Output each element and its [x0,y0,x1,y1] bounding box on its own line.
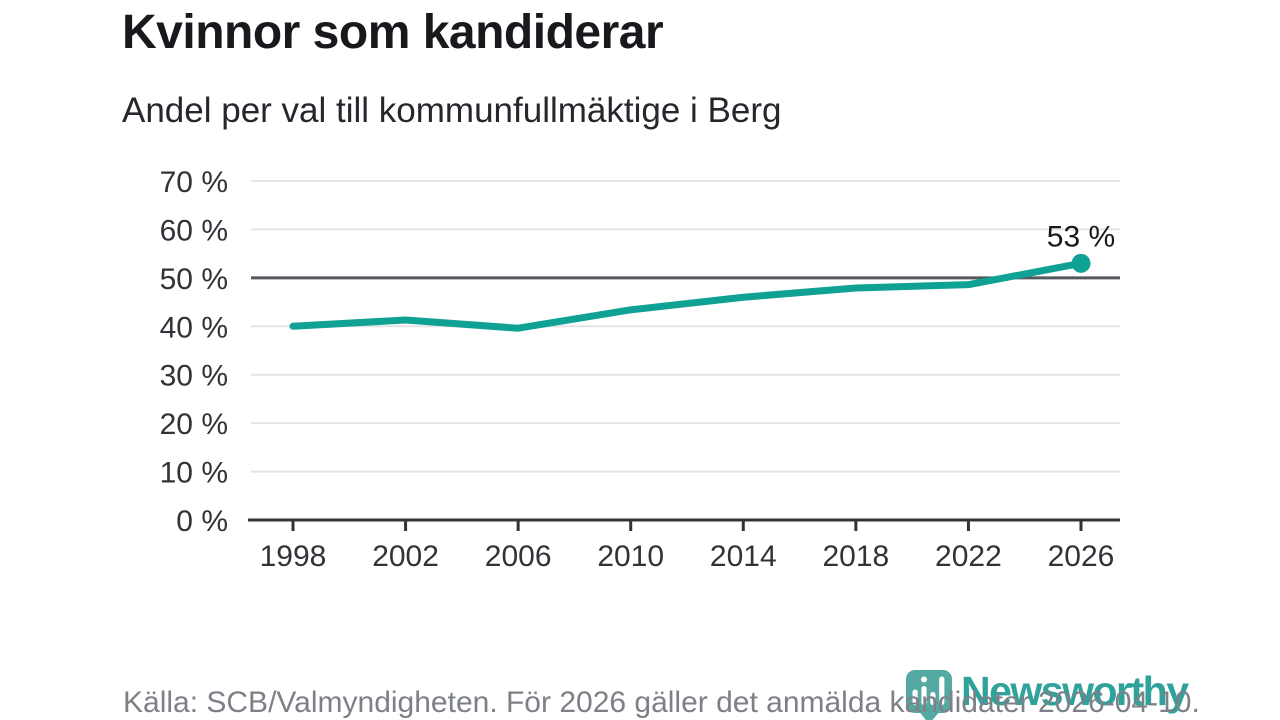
x-axis-tick-label: 2002 [372,540,439,573]
y-axis-tick-label: 20 % [160,408,228,441]
end-point-label: 53 % [1047,220,1115,253]
newsworthy-bar-chart-icon [906,670,952,720]
end-point-marker [1071,253,1091,273]
x-axis-tick-label: 2014 [710,540,777,573]
x-axis-tick-label: 2022 [935,540,1002,573]
page-title: Kvinnor som kandiderar [122,6,664,59]
chart-subtitle: Andel per val till kommunfullmäktige i B… [122,91,782,130]
x-axis-tick-label: 2018 [822,540,889,573]
y-axis-tick-label: 0 % [176,505,228,538]
x-axis-tick-label: 2010 [597,540,664,573]
y-axis-tick-label: 40 % [160,311,228,344]
y-axis-tick-label: 50 % [160,263,228,296]
source-note: Källa: SCB/Valmyndigheten. För 2026 gäll… [123,686,1200,719]
x-axis-tick-label: 1998 [260,540,327,573]
y-axis-tick-label: 10 % [160,457,228,490]
data-line [289,259,1085,332]
x-axis-tick-label: 2026 [1048,540,1115,573]
y-axis-tick-label: 70 % [160,166,228,199]
newsworthy-logo-text: Newsworthy [961,668,1189,714]
x-axis-tick-label: 2006 [485,540,552,573]
y-axis-tick-label: 30 % [160,360,228,393]
y-axis-tick-label: 60 % [160,214,228,247]
